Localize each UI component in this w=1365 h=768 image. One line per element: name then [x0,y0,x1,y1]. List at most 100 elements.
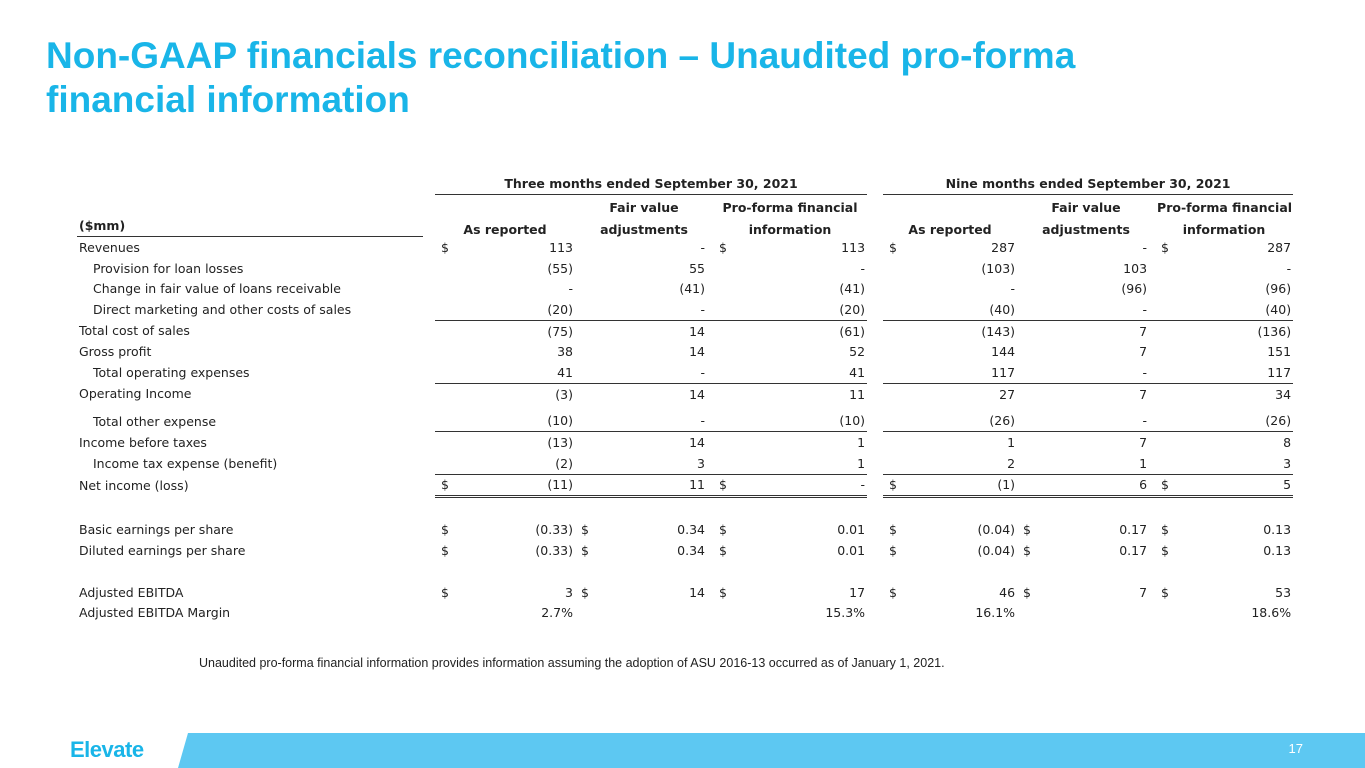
table-row: Total cost of sales (75) 14 (61) (143) 7 (136) [77,320,1293,341]
value-cell: - [1010,281,1016,297]
currency-symbol: $ [441,522,449,538]
value-cell: 27 [999,386,1016,402]
value-cell: (26) [1265,413,1292,429]
value-cell: 41 [459,362,575,384]
value-cell: (41) [679,281,705,297]
currency-symbol [1017,474,1040,499]
currency-symbol [575,258,597,279]
value-cell: (26) [989,413,1016,429]
value-cell: - [1142,413,1148,429]
value-cell: 0.34 [677,522,705,538]
currency-symbol [1155,258,1177,279]
value-cell: 0.13 [1263,542,1292,558]
table-row: Direct marketing and other costs of sale… [77,299,1294,321]
value-cell: 3 [597,452,713,475]
currency-symbol: $ [441,239,449,255]
currency-symbol: $ [719,584,727,600]
currency-symbol [1155,411,1177,432]
currency-symbol [575,299,597,321]
value-cell: 46 [999,584,1016,600]
value-cell: (40) [1177,299,1294,321]
table-row: Adjusted EBITDA Margin 2.7% 15.3% 16.1% 18.6… [77,602,1293,623]
currency-symbol [883,299,908,321]
row-label: Revenues [79,239,140,255]
row-label: Total operating expenses [93,365,250,381]
value-cell: 18.6% [1251,605,1292,621]
value-cell: 52 [849,344,866,360]
currency-symbol: $ [1023,542,1031,558]
value-cell: 55 [689,260,705,276]
value-cell: (2) [459,452,575,475]
value-cell: 0.13 [1263,522,1292,538]
value-cell: 151 [1267,344,1292,360]
value-cell: 38 [557,344,573,360]
value-cell: (1) [907,474,1018,499]
value-cell: 2.7% [541,605,573,621]
table-row: Revenues $113- $113 $287- $287 [77,237,1293,258]
row-label: Income tax expense (benefit) [93,456,278,472]
value-cell: (20) [735,299,868,321]
row-label: Income before taxes [79,434,207,450]
value-cell: - [700,413,705,429]
currency-symbol [435,431,459,453]
value-cell: - [568,281,573,297]
value-cell: (75) [547,323,573,339]
currency-symbol [1155,278,1177,299]
value-cell: 113 [841,239,866,255]
currency-symbol [435,278,459,299]
title-line-1: Non-GAAP financials reconciliation – Una… [46,35,1076,76]
currency-symbol [713,383,735,404]
value-cell: 1 [735,452,868,475]
col-proforma-3m-line1: Pro-forma financial [722,200,858,216]
row-label: Diluted earnings per share [79,542,246,558]
value-cell: 0.01 [837,522,866,538]
value-cell: 287 [991,239,1016,255]
currency-symbol [435,602,459,623]
value-cell: 14 [689,386,705,402]
value-cell: 117 [1177,362,1294,384]
value-cell: 6 [1039,474,1156,499]
currency-symbol [1017,383,1039,404]
value-cell: 53 [1275,584,1292,600]
value-cell: 144 [991,344,1016,360]
value-cell: (40) [907,299,1018,321]
value-cell: 41 [735,362,868,384]
column-header-row-2: ($mm) As reported adjustments informatio… [77,215,1293,238]
currency-symbol [883,278,907,299]
currency-symbol [575,474,597,499]
currency-symbol [713,452,735,475]
currency-symbol: $ [435,474,459,499]
group-header-row: Three months ended September 30, 2021 Ni… [77,173,1294,195]
value-cell: 14 [689,344,705,360]
currency-symbol [435,383,459,404]
table-row: Provision for loan losses (55) 55 - (103) 103… [77,258,1293,279]
currency-symbol: $ [1161,542,1169,558]
value-cell: (136) [1257,323,1292,339]
value-cell: (20) [459,299,575,321]
currency-symbol [1017,299,1040,321]
group-three-months: Three months ended September 30, 2021 [435,173,868,195]
currency-symbol: $ [441,584,449,600]
value-cell: (13) [459,431,575,453]
currency-symbol: $ [1155,474,1178,499]
currency-symbol [713,278,735,299]
value-cell: 7 [1139,323,1148,339]
table-body: Revenues $113- $113 $287- $287 Provision for … [77,237,1294,624]
table-row: Adjusted EBITDA $3 $14 $17 $46 $7 $53 [77,582,1293,603]
currency-symbol: $ [1161,522,1169,538]
value-cell: (0.04) [977,522,1016,538]
currency-symbol: $ [889,542,897,558]
col-fair-value-3m-line2: adjustments [600,221,688,237]
footnote: Unaudited pro-forma financial informatio… [199,656,945,670]
value-cell: 7 [1139,344,1148,360]
table-row: Gross profit 38 14 52 144 7 151 [77,342,1293,363]
row-label: Gross profit [79,344,152,360]
value-cell: 0.17 [1119,542,1148,558]
currency-symbol [575,602,597,623]
value-cell: 113 [549,239,573,255]
value-cell: 3 [565,584,573,600]
currency-symbol: $ [719,239,727,255]
value-cell: 15.3% [825,605,866,621]
currency-symbol [1155,320,1177,341]
currency-symbol [435,452,459,475]
